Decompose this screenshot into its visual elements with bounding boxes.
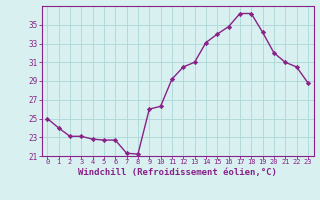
X-axis label: Windchill (Refroidissement éolien,°C): Windchill (Refroidissement éolien,°C) (78, 168, 277, 177)
